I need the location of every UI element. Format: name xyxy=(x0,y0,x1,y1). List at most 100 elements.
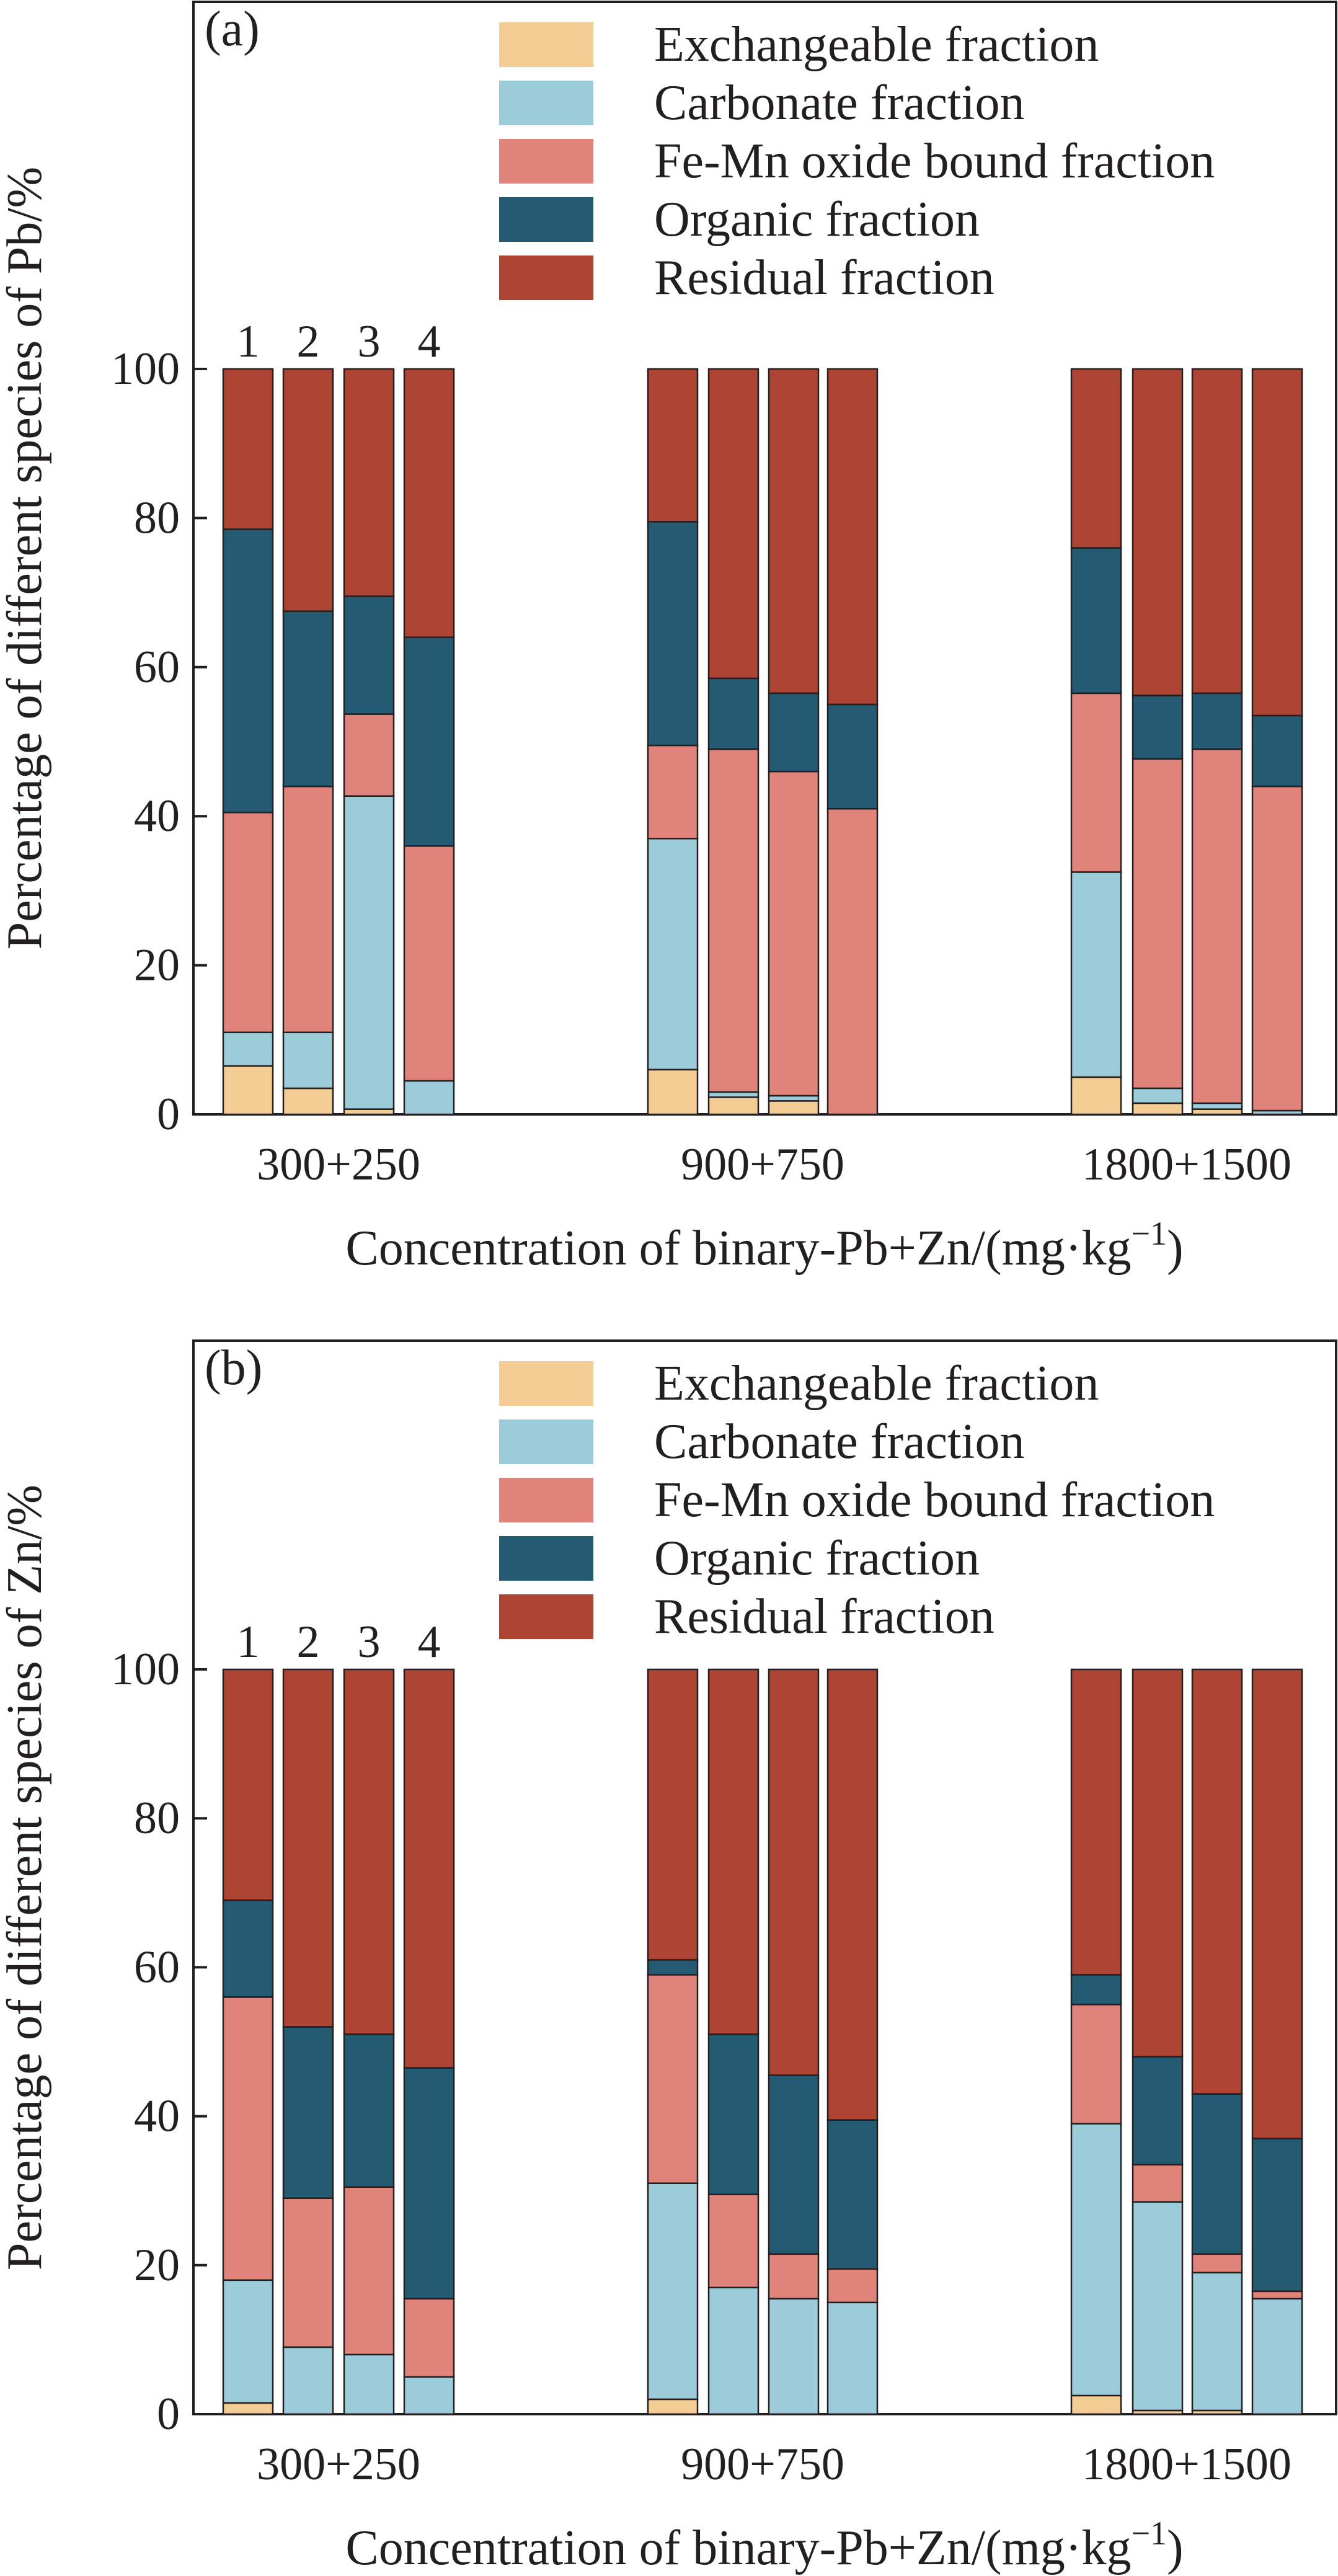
bar-segment-organic-fraction xyxy=(403,636,455,847)
panel-label: (a) xyxy=(205,2,260,56)
x-group-label: 900+750 xyxy=(681,2439,844,2490)
legend-swatch-exchangeable-fraction xyxy=(499,1361,593,1406)
y-tick-label: 20 xyxy=(134,2240,180,2291)
panel-label: (b) xyxy=(205,1341,262,1395)
bar-segment-carbonate-fraction xyxy=(282,2346,334,2415)
bar-segment-fe-mn-oxide-bound-fraction xyxy=(222,1996,274,2281)
bar-segment-fe-mn-oxide-bound-fraction xyxy=(1191,748,1243,1104)
bar-segment-fe-mn-oxide-bound-fraction xyxy=(1251,785,1303,1112)
bar-segment-fe-mn-oxide-bound-fraction xyxy=(403,845,455,1082)
legend-label-exchangeable-fraction: Exchangeable fraction xyxy=(654,1356,1099,1411)
bar-segment-exchangeable-fraction xyxy=(1070,2394,1122,2415)
bar-segment-residual-fraction xyxy=(222,368,274,530)
bar-segment-carbonate-fraction xyxy=(768,2298,820,2415)
bar-segment-organic-fraction xyxy=(1070,1974,1122,2005)
bar-segment-residual-fraction xyxy=(707,368,760,680)
legend-label-residual-fraction: Residual fraction xyxy=(654,251,995,305)
legend-swatch-residual-fraction xyxy=(499,255,593,300)
bar-segment-organic-fraction xyxy=(343,595,395,715)
bar-segment-carbonate-fraction xyxy=(222,2279,274,2404)
bar-segment-organic-fraction xyxy=(826,2119,879,2270)
bar-segment-fe-mn-oxide-bound-fraction xyxy=(826,2268,879,2304)
bar-segment-organic-fraction xyxy=(1191,2093,1243,2255)
bar-segment-fe-mn-oxide-bound-fraction xyxy=(343,713,395,797)
bar-segment-exchangeable-fraction xyxy=(1070,1076,1122,1116)
legend-swatch-residual-fraction xyxy=(499,1594,593,1639)
y-tick-label: 100 xyxy=(111,1644,180,1695)
y-tick-label: 40 xyxy=(134,791,180,842)
bar-number-label: 2 xyxy=(297,1617,320,1668)
bar-segment-organic-fraction xyxy=(1191,692,1243,750)
bar-segment-fe-mn-oxide-bound-fraction xyxy=(826,807,879,1116)
bar-segment-organic-fraction xyxy=(282,610,334,788)
legend-swatch-organic-fraction xyxy=(499,1536,593,1581)
bar-number-label: 3 xyxy=(358,1617,381,1668)
bar-segment-carbonate-fraction xyxy=(1132,2201,1184,2412)
bar-segment-organic-fraction xyxy=(1251,2138,1303,2293)
bar-segment-residual-fraction xyxy=(1070,1668,1122,1976)
bar-segment-exchangeable-fraction xyxy=(647,2398,699,2415)
bar-segment-residual-fraction xyxy=(403,1668,455,2069)
y-axis-title: Percentage of different species of Zn/% xyxy=(0,1485,52,2270)
legend-label-fe-mn-oxide-bound-fraction: Fe-Mn oxide bound fraction xyxy=(654,134,1215,189)
bar-segment-residual-fraction xyxy=(768,368,820,695)
bar-segment-residual-fraction xyxy=(1251,368,1303,717)
bar-segment-residual-fraction xyxy=(1191,368,1243,695)
plot-frame xyxy=(192,1,1337,1116)
bar-segment-organic-fraction xyxy=(222,1899,274,1998)
bar-segment-organic-fraction xyxy=(707,677,760,750)
bar-segment-residual-fraction xyxy=(1132,1668,1184,2058)
bar-segment-carbonate-fraction xyxy=(343,2353,395,2415)
bar-segment-carbonate-fraction xyxy=(403,2376,455,2415)
bar-segment-fe-mn-oxide-bound-fraction xyxy=(1132,2164,1184,2203)
bar-segment-organic-fraction xyxy=(647,521,699,747)
bar-segment-exchangeable-fraction xyxy=(343,1108,395,1116)
bar-number-label: 4 xyxy=(418,316,441,367)
bar-segment-carbonate-fraction xyxy=(1251,2298,1303,2415)
bar-segment-exchangeable-fraction xyxy=(707,1096,760,1116)
bar-segment-fe-mn-oxide-bound-fraction xyxy=(343,2186,395,2356)
legend-label-organic-fraction: Organic fraction xyxy=(654,192,980,247)
bar-segment-fe-mn-oxide-bound-fraction xyxy=(1070,692,1122,873)
bar-segment-organic-fraction xyxy=(222,528,274,814)
bar-number-label: 3 xyxy=(358,316,381,367)
bar-segment-fe-mn-oxide-bound-fraction xyxy=(768,770,820,1097)
bar-segment-organic-fraction xyxy=(1132,2056,1184,2165)
bar-segment-fe-mn-oxide-bound-fraction xyxy=(1070,2004,1122,2125)
bar-segment-exchangeable-fraction xyxy=(1191,1108,1243,1116)
bar-segment-fe-mn-oxide-bound-fraction xyxy=(707,2193,760,2289)
x-axis-title: Concentration of binary-Pb+Zn/(mg·kg−1) xyxy=(345,1215,1183,1276)
bar-segment-fe-mn-oxide-bound-fraction xyxy=(403,2298,455,2378)
legend-swatch-carbonate-fraction xyxy=(499,1419,593,1464)
bar-segment-fe-mn-oxide-bound-fraction xyxy=(647,1974,699,2184)
y-tick-label: 80 xyxy=(134,492,180,543)
x-group-label: 1800+1500 xyxy=(1082,1139,1291,1190)
x-group-label: 300+250 xyxy=(257,2439,420,2490)
bar-segment-carbonate-fraction xyxy=(826,2301,879,2415)
bar-segment-organic-fraction xyxy=(707,2033,760,2195)
y-tick-label: 80 xyxy=(134,1793,180,1844)
y-tick-label: 0 xyxy=(157,1089,180,1140)
bar-segment-organic-fraction xyxy=(647,1959,699,1976)
bar-segment-residual-fraction xyxy=(768,1668,820,2076)
bar-segment-residual-fraction xyxy=(647,368,699,523)
bar-segment-exchangeable-fraction xyxy=(647,1068,699,1116)
bar-segment-fe-mn-oxide-bound-fraction xyxy=(707,748,760,1093)
bar-segment-exchangeable-fraction xyxy=(768,1100,820,1116)
bar-segment-residual-fraction xyxy=(282,368,334,612)
bar-segment-exchangeable-fraction xyxy=(222,1065,274,1116)
bar-segment-fe-mn-oxide-bound-fraction xyxy=(282,2197,334,2348)
y-tick-label: 100 xyxy=(111,344,180,394)
bar-segment-organic-fraction xyxy=(403,2067,455,2300)
bar-number-label: 2 xyxy=(297,316,320,367)
bar-segment-carbonate-fraction xyxy=(282,1031,334,1090)
x-group-label: 1800+1500 xyxy=(1082,2439,1291,2490)
y-tick-label: 0 xyxy=(157,2389,180,2440)
bar-segment-fe-mn-oxide-bound-fraction xyxy=(282,785,334,1034)
x-group-label: 300+250 xyxy=(257,1139,420,1190)
legend-swatch-carbonate-fraction xyxy=(499,81,593,125)
bar-segment-fe-mn-oxide-bound-fraction xyxy=(647,744,699,840)
chart-panel-b: (b) 0 20 40 60 80 100 Percentage of different s… xyxy=(0,1339,1337,2575)
y-tick-label: 60 xyxy=(134,1942,180,1992)
